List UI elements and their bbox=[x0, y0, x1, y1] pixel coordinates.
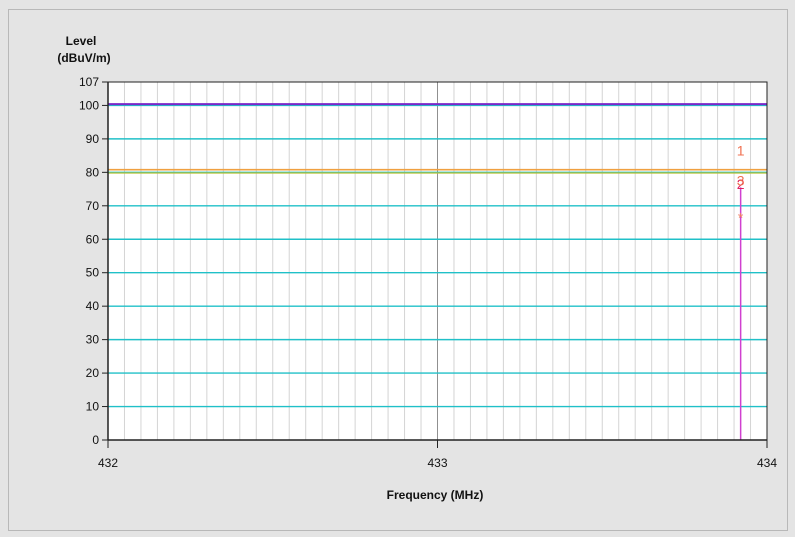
marker-label-2: 2 bbox=[737, 176, 745, 192]
peak-marker-star: * bbox=[738, 210, 744, 226]
y-axis-title: Level bbox=[66, 34, 97, 48]
x-tick-label: 432 bbox=[98, 456, 118, 470]
y-axis-unit: (dBuV/m) bbox=[57, 51, 110, 65]
y-tick-label: 40 bbox=[86, 299, 100, 313]
y-tick-label: 30 bbox=[86, 333, 100, 347]
x-axis-title: Frequency (MHz) bbox=[387, 488, 484, 502]
axes: 0 10 20 30 40 50 60 70 80 90 100 107 432 433 434 bbox=[79, 75, 777, 470]
marker-group: 1 23 * bbox=[737, 143, 745, 440]
y-tick-label: 0 bbox=[92, 433, 99, 447]
y-tick-label: 100 bbox=[79, 98, 99, 112]
y-tick-label: 90 bbox=[86, 132, 100, 146]
marker-label-1: 1 bbox=[737, 143, 745, 159]
grid bbox=[108, 82, 767, 440]
series-group bbox=[108, 103, 767, 174]
y-tick-label: 70 bbox=[86, 199, 100, 213]
y-tick-label: 20 bbox=[86, 366, 100, 380]
marker-label-3: 3 bbox=[737, 173, 745, 189]
x-tick-label: 434 bbox=[757, 456, 777, 470]
y-tick-label: 107 bbox=[79, 75, 99, 89]
y-tick-label: 80 bbox=[86, 165, 100, 179]
y-tick-label: 60 bbox=[86, 232, 100, 246]
y-tick-label: 50 bbox=[86, 266, 100, 280]
y-tick-label: 10 bbox=[86, 400, 100, 414]
x-tick-label: 433 bbox=[427, 456, 447, 470]
chart-panel: 1 2 3 * 0 10 20 30 40 50 60 70 80 90 100 107 432 433 434 … bbox=[8, 9, 788, 531]
